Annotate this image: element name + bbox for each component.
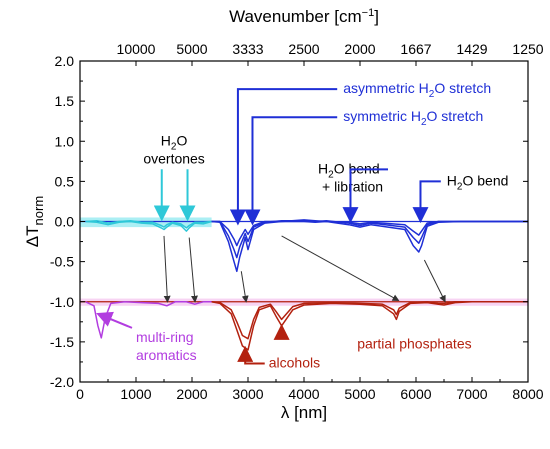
connector-arrow-1 [188, 237, 198, 303]
annotation-asym: asymmetric H2O stretch [343, 80, 491, 100]
top-tick-label: 5000 [176, 41, 207, 57]
top-tick-label: 3333 [232, 41, 263, 57]
top-tick-label: 1250 [512, 41, 543, 57]
annotation-sym: symmetric H2O stretch [343, 108, 483, 128]
y-tick-label: 2.0 [55, 53, 75, 69]
series-line-2 [211, 219, 528, 273]
y-tick-label: -1.0 [50, 294, 74, 310]
top-tick-label: 10000 [117, 41, 156, 57]
y-tick-label: -1.5 [50, 334, 74, 350]
x-axis-title: λ [nm] [281, 403, 327, 422]
series-line-4 [211, 220, 528, 247]
series-line-0 [85, 220, 212, 232]
y-tick-label: 1.5 [55, 93, 75, 109]
top-tick-label: 2000 [344, 41, 375, 57]
annotation-alcohols: alcohols [269, 355, 320, 371]
annotation-overtones: H2O [161, 132, 188, 152]
arrow-sym [244, 116, 338, 226]
y-tick-label: 0.5 [55, 173, 75, 189]
annotations: asymmetric H2O stretch symmetric H2O stre… [96, 80, 509, 371]
x-tick-label: 8000 [512, 386, 543, 402]
series-line-5 [85, 301, 212, 339]
connector-arrows [163, 235, 446, 303]
annotation-overtones-line2: overtones [143, 150, 204, 166]
arrow-multiring [96, 311, 133, 329]
y-tick-label: 0.0 [55, 214, 75, 230]
x-tick-label: 3000 [232, 386, 263, 402]
connector-arrow-0 [163, 235, 171, 303]
x-tick-label: 1000 [120, 386, 151, 402]
arrow-asym [229, 88, 338, 226]
highlight-bands [80, 217, 528, 306]
annotation-bend_lib-line2: + libration [322, 178, 383, 194]
series-line-1 [85, 219, 212, 229]
connector-arrow-4 [423, 259, 446, 303]
x-tick-label: 6000 [400, 386, 431, 402]
series-line-3 [211, 219, 528, 259]
y-axis-title: ΔTnorm [23, 196, 46, 247]
connector-arrow-3 [281, 235, 400, 302]
annotation-phosphates: partial phosphates [357, 335, 471, 351]
top-axis-title: Wavenumber [cm−1] [229, 7, 379, 26]
x-tick-label: 2000 [176, 386, 207, 402]
series-line-7 [211, 301, 528, 340]
axes: 0 1000 2000 3000 4000 5000 6000 7000 8000 2.0 1.5 1… [23, 7, 544, 422]
x-tick-label: 4000 [288, 386, 319, 402]
x-tick-label: 5000 [344, 386, 375, 402]
annotation-multiring: multi-ring [136, 329, 194, 345]
annotation-bend: H2O bend [447, 172, 509, 192]
y-tick-label: -0.5 [50, 254, 74, 270]
annotation-multiring-line2: aromatics [136, 347, 197, 363]
arrow-bend [412, 180, 441, 224]
connector-arrow-2 [240, 271, 249, 303]
y-axis-title-group: ΔTnorm [23, 196, 46, 247]
arrow-alcohols [237, 345, 265, 365]
top-tick-label: 1667 [400, 41, 431, 57]
x-tick-label: 7000 [456, 386, 487, 402]
top-tick-label: 2500 [288, 41, 319, 57]
arrow-bend_lib [342, 168, 388, 224]
y-tick-label: -2.0 [50, 374, 74, 390]
top-tick-label: 1429 [456, 41, 487, 57]
x-tick-label: 0 [76, 386, 84, 402]
y-tick-label: 1.0 [55, 133, 75, 149]
